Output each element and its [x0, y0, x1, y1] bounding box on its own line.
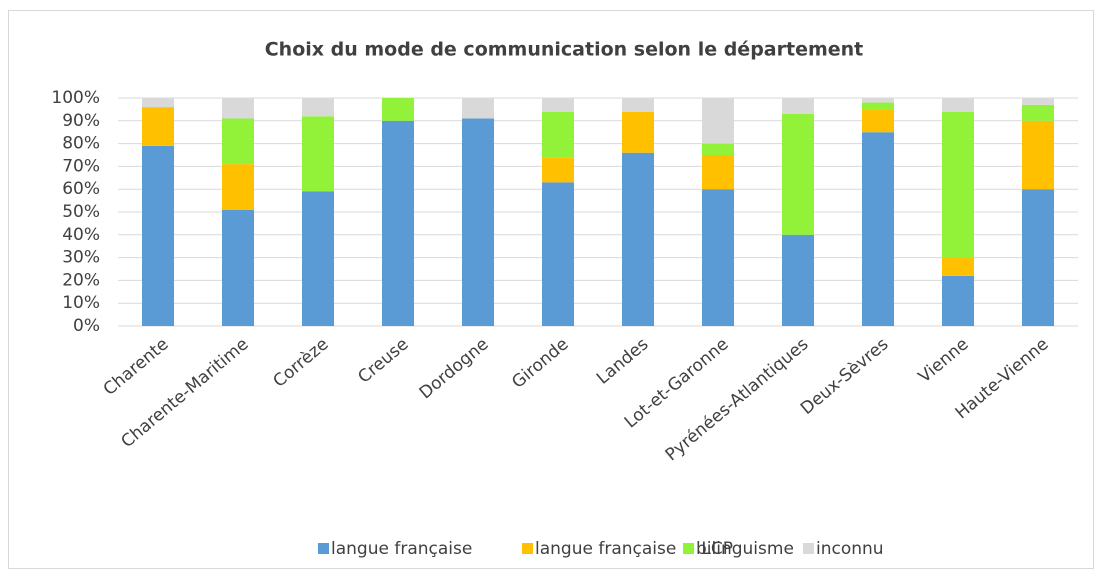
- y-tick-label: 50%: [62, 202, 100, 222]
- bar-segment: [782, 113, 814, 235]
- bar-segment: [942, 257, 974, 276]
- bar-segment: [542, 157, 574, 183]
- bar-segment: [702, 143, 734, 155]
- bar-segment: [862, 132, 894, 326]
- chart-title: Choix du mode de communication selon le …: [265, 39, 864, 61]
- y-tick-label: 80%: [62, 134, 100, 154]
- bar-segment: [142, 145, 174, 326]
- bar-segment: [222, 118, 254, 165]
- bar-segment: [622, 152, 654, 326]
- bar-segment: [782, 98, 814, 114]
- bar-segment: [622, 98, 654, 112]
- bar-segment: [142, 107, 174, 146]
- bar-segment: [462, 98, 494, 119]
- bar-segment: [462, 118, 494, 327]
- bar-segment: [302, 98, 334, 117]
- bar-segment: [862, 109, 894, 133]
- y-tick-label: 100%: [51, 88, 100, 108]
- bar-segment: [942, 111, 974, 258]
- bar-segment: [222, 98, 254, 119]
- bar-segment: [862, 98, 894, 103]
- y-tick-label: 30%: [62, 248, 100, 268]
- legend-swatch: [318, 543, 329, 554]
- bar-segment: [542, 98, 574, 112]
- bar-segment: [222, 209, 254, 326]
- bar-segment: [1022, 104, 1054, 121]
- legend-swatch: [803, 543, 814, 554]
- y-tick-label: 60%: [62, 179, 100, 199]
- bar-segment: [862, 102, 894, 110]
- bar-segment: [622, 111, 654, 153]
- y-tick-label: 20%: [62, 270, 100, 290]
- bar-segment: [782, 234, 814, 326]
- bar-segment: [542, 111, 574, 158]
- bar-segment: [702, 189, 734, 326]
- y-tick-label: 0%: [73, 316, 100, 336]
- bar-segment: [702, 98, 734, 144]
- bar-segment: [942, 98, 974, 112]
- bar-segment: [1022, 120, 1054, 190]
- legend-label: inconnu: [816, 539, 884, 559]
- legend-swatch: [683, 543, 694, 554]
- legend-swatch: [522, 543, 533, 554]
- bar-segment: [1022, 98, 1054, 105]
- bar-segment: [302, 116, 334, 192]
- y-tick-label: 40%: [62, 225, 100, 245]
- y-tick-label: 90%: [62, 111, 100, 131]
- bar-segment: [382, 120, 414, 326]
- bar-segment: [302, 191, 334, 326]
- bar-segment: [382, 98, 414, 121]
- y-tick-label: 10%: [62, 293, 100, 313]
- bar-segment: [942, 275, 974, 326]
- bar-segment: [142, 98, 174, 108]
- bar-segment: [702, 155, 734, 190]
- legend-label: langue française: [331, 539, 472, 559]
- bar-segment: [542, 182, 574, 326]
- legend-label: bilinguisme: [696, 539, 794, 559]
- bar-segment: [222, 164, 254, 210]
- y-tick-label: 70%: [62, 156, 100, 176]
- bar-segment: [1022, 189, 1054, 326]
